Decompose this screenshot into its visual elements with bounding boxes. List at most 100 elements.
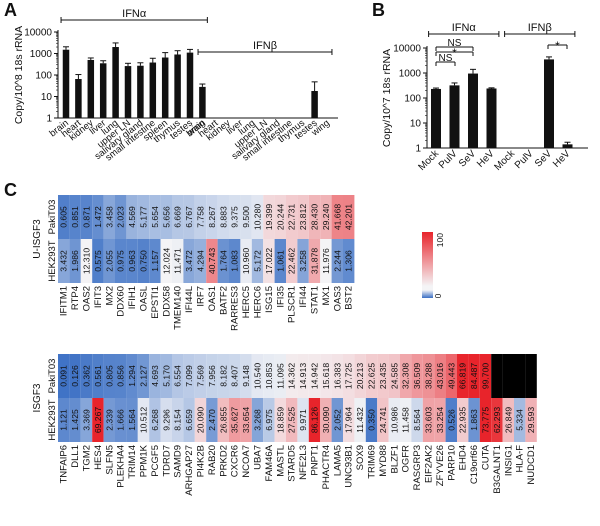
heatmap-u-isgf3-cell-hek293t <box>115 239 127 283</box>
heatmap-isgf3-cell-hek293t <box>445 398 457 442</box>
heatmap-u-isgf3-gene-label: OAS2 <box>82 286 93 311</box>
heatmap-isgf3-value-hek293t: 8.564 <box>412 409 422 431</box>
heatmap-isgf3-value-pakit03: 2.127 <box>139 365 149 387</box>
heatmap-u-isgf3-value-hek293t: 4.294 <box>196 250 206 272</box>
chart-b-category-label: PulV <box>437 148 460 171</box>
heatmap-u-isgf3-value-hek293t: 3.432 <box>59 250 69 272</box>
heatmap-isgf3-value-hek293t: 1.121 <box>59 409 69 431</box>
colorbar <box>422 232 433 298</box>
heatmap-isgf3-cell-pakit03 <box>137 354 150 398</box>
heatmap-isgf3-value-hek293t: 69.267 <box>93 407 103 434</box>
heatmap-isgf3-cell-hek293t <box>286 398 298 442</box>
chart-b-y-tick-label: 1000 <box>399 69 422 80</box>
heatmap-isgf3-gene-label: CUTA <box>481 444 492 470</box>
heatmap-u-isgf3-gene-label: RARRES3 <box>230 286 241 331</box>
heatmap-isgf3-value-pakit03: 8.182 <box>218 365 228 387</box>
heatmap-isgf3-value-hek293t: 1.863 <box>469 409 479 431</box>
heatmap-isgf3-gene-label: UNC93B1 <box>344 445 355 488</box>
chart-a-y-tick-label: 1 <box>46 114 52 125</box>
heatmap-isgf3-value-pakit03: 0.126 <box>70 365 80 387</box>
heatmap-isgf3-value-hek293t: 33.603 <box>424 407 434 434</box>
heatmap-isgf3-gene-label: PPM1K <box>139 444 150 477</box>
heatmap-u-isgf3-value-pakit03: 8.267 <box>207 206 217 228</box>
heatmap-isgf3-cell-pakit03 <box>365 354 378 398</box>
heatmap-u-isgf3-cell-pakit03 <box>217 195 229 239</box>
heatmap-isgf3-cell-hek293t <box>69 398 81 442</box>
heatmap-isgf3-value-hek293t: 0.526 <box>446 409 456 431</box>
heatmap-u-isgf3-gene-label: OAS1 <box>207 286 218 311</box>
heatmap-isgf3-gene-label: TGM2 <box>82 445 93 471</box>
chart-b-y-axis-label: Copy/10^7 18s rRNA <box>381 49 393 147</box>
heatmap-u-isgf3-value-hek293t: 1.083 <box>230 250 240 272</box>
heatmap-u-isgf3-value-hek293t: 1.986 <box>70 250 80 272</box>
heatmap-u-isgf3-cell-pakit03 <box>297 195 309 239</box>
heatmap-isgf3-value-pakit03: 49.443 <box>446 363 456 390</box>
heatmap-u-isgf3-cell-hek293t <box>274 239 286 283</box>
heatmap-isgf3-cell-hek293t <box>274 398 286 442</box>
heatmap-isgf3-value-hek293t: 29.593 <box>526 407 536 434</box>
heatmap-isgf3-value-pakit03: 14.362 <box>287 363 297 390</box>
heatmap-isgf3-gene-label: C19orf66 <box>469 445 480 484</box>
heatmap-isgf3-value-pakit03: 1.294 <box>127 365 137 387</box>
heatmap-isgf3-cell-pakit03 <box>297 354 309 398</box>
heatmap-isgf3-value-hek293t: 6.975 <box>264 409 274 431</box>
heatmap-u-isgf3-cell-hek293t <box>103 239 115 283</box>
heatmap-u-isgf3-value-pakit03: 7.758 <box>196 206 206 228</box>
panel-label-c: C <box>4 180 17 200</box>
heatmap-isgf3-gene-label: EHD4 <box>458 445 469 470</box>
chart-a-y-axis-label: Copy/10^8 18s rRNA <box>13 26 25 124</box>
heatmap-u-isgf3-cell-hek293t <box>297 239 309 283</box>
heatmap-u-isgf3-value-hek293t: 3.472 <box>184 250 194 272</box>
heatmap-u-isgf3-cell-hek293t <box>206 239 218 283</box>
chart-a-group-label: IFNα <box>122 8 147 20</box>
heatmap-u-isgf3-cell-pakit03 <box>343 195 355 239</box>
heatmap-u-isgf3-value-pakit03: 22.731 <box>287 204 297 231</box>
chart-b-category-label: Mock <box>492 148 517 173</box>
heatmap-u-isgf3-gene-label: HERC6 <box>253 286 264 318</box>
heatmap-isgf3-gene-label: MYD88 <box>378 445 389 477</box>
heatmap-isgf3-value-hek293t: 18.859 <box>275 407 285 434</box>
heatmap-isgf3-gene-label: DLL1 <box>70 445 81 468</box>
heatmap-isgf3-gene-label: BLZF1 <box>389 445 400 474</box>
heatmap-u-isgf3-cell-hek293t <box>343 239 355 283</box>
chart-b-bar <box>544 59 554 148</box>
heatmap-u-isgf3-cell-pakit03 <box>149 195 161 239</box>
heatmap-isgf3-value-pakit03: 0.805 <box>104 365 114 387</box>
heatmap-isgf3-gene-label: HES4 <box>93 445 104 470</box>
heatmap-u-isgf3-cell-hek293t <box>126 239 138 283</box>
heatmap-u-isgf3-cell-hek293t <box>263 239 275 283</box>
heatmap-u-isgf3-gene-label: HERC5 <box>241 286 252 318</box>
chart-a-bar <box>199 86 206 118</box>
chart-b-y-tick-label: 1 <box>415 144 421 155</box>
heatmap-isgf3-value-hek293t: 11.458 <box>401 407 411 433</box>
heatmap-isgf3-value-pakit03: 7.569 <box>196 365 206 387</box>
chart-a-bar <box>161 57 169 118</box>
heatmap-isgf3-gene-label: SLFN5 <box>104 445 115 475</box>
heatmap-u-isgf3-value-pakit03: 28.430 <box>310 204 320 231</box>
heatmap-isgf3-cell-hek293t <box>388 398 400 442</box>
heatmap-isgf3-cell-hek293t <box>92 398 104 442</box>
heatmap-u-isgf3-gene-label: ISG15 <box>264 286 275 313</box>
heatmap-isgf3-gene-label: MASTL <box>275 445 286 477</box>
heatmap-isgf3-value-hek293t: 86.126 <box>310 407 320 434</box>
heatmap-u-isgf3-cell-hek293t <box>320 239 332 283</box>
heatmap-u-isgf3-value-hek293t: 17.022 <box>264 248 274 275</box>
heatmap-isgf3-value-hek293t: 1.666 <box>116 409 126 431</box>
heatmap-isgf3-value-pakit03: 0.856 <box>116 365 126 387</box>
heatmap-isgf3-gene-label: B3GALNT1 <box>492 445 503 494</box>
chart-b-bar <box>562 144 573 148</box>
heatmap-isgf3-cell-pakit03 <box>194 354 207 398</box>
heatmap-isgf3-cell-hek293t <box>422 398 435 442</box>
heatmap-isgf3-value-hek293t: 35.627 <box>230 407 240 434</box>
chart-a-bar <box>174 54 181 118</box>
heatmap-isgf3-value-pakit03: 22.625 <box>367 363 377 390</box>
heatmap-isgf3-cell-pakit03 <box>172 354 184 398</box>
heatmap-isgf3-cell-hek293t <box>468 398 480 442</box>
heatmap-isgf3-cell-pakit03 <box>320 354 332 398</box>
heatmap-u-isgf3-value-pakit03: 0.851 <box>70 206 80 228</box>
heatmap-isgf3-cell-pakit03 <box>525 354 537 398</box>
heatmap-u-isgf3-cell-hek293t <box>229 239 241 283</box>
heatmap-isgf3-cell-hek293t <box>457 398 469 442</box>
heatmap-isgf3-cell-pakit03 <box>491 354 503 398</box>
chart-a-bar <box>124 66 132 118</box>
